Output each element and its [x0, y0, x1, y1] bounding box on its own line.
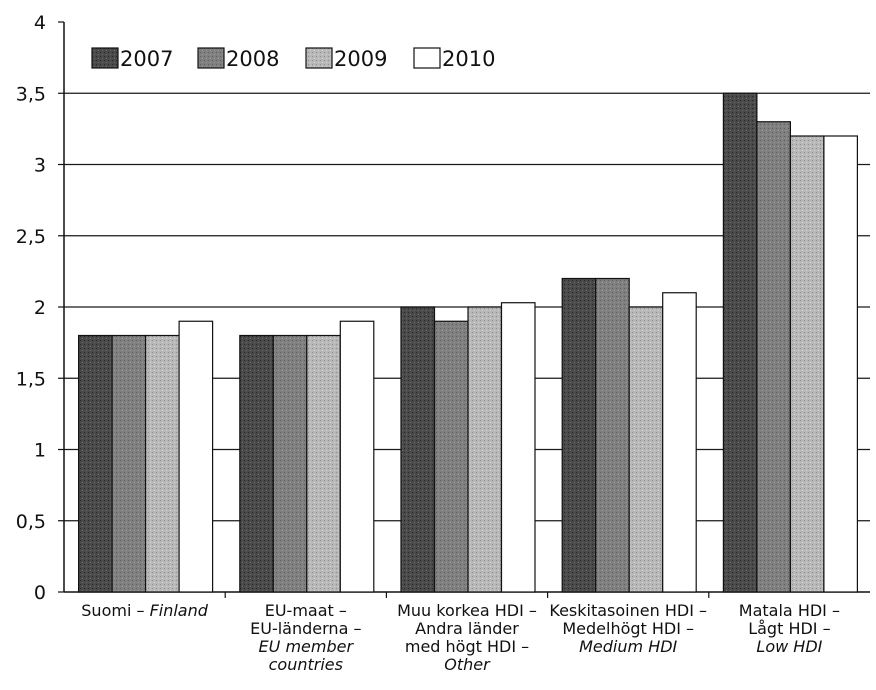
- category-label: EU-maat –: [265, 601, 347, 620]
- y-tick-label: 1: [34, 440, 46, 462]
- category-label: Low HDI: [756, 637, 822, 656]
- category-label: Other: [444, 655, 491, 674]
- category-label: countries: [269, 655, 343, 674]
- y-tick-labels: 0 0,5 1 1,5 2 2,5 3 3,5 4: [16, 12, 46, 604]
- legend-label-2008: 2008: [226, 47, 279, 71]
- legend-label-2009: 2009: [334, 47, 387, 71]
- bar-2008: [595, 277, 630, 593]
- category-label: Matala HDI –: [739, 601, 840, 620]
- category-label: Lågt HDI –: [748, 619, 830, 638]
- bar-2009: [789, 135, 825, 593]
- bar-2007: [400, 306, 436, 593]
- category-label: med högt HDI –: [405, 637, 529, 656]
- bar-2007: [77, 334, 113, 593]
- y-tick-label: 0: [34, 582, 46, 604]
- bar-2009: [145, 334, 180, 593]
- category-label: Andra länder: [415, 619, 519, 638]
- y-tick-label: 1,5: [16, 368, 46, 390]
- legend-swatch-2010: [413, 47, 441, 69]
- bar-2010: [178, 320, 214, 593]
- category-labels: Suomi – Finland EU-maat –EU-länderna –EU …: [81, 601, 840, 674]
- y-tick-label: 0,5: [16, 511, 46, 533]
- legend-swatch-2007: [91, 47, 119, 69]
- y-tick-label: 2: [34, 297, 46, 319]
- bar-2009: [467, 306, 503, 593]
- category-label: Suomi – Finland: [81, 601, 208, 620]
- legend-swatch-2008: [197, 47, 225, 69]
- bar-2007: [722, 92, 758, 593]
- bar-2009: [628, 306, 664, 593]
- bar-2008: [433, 320, 469, 593]
- bars: [77, 92, 859, 593]
- category-label: EU-länderna –: [250, 619, 361, 638]
- bar-2010: [500, 302, 536, 593]
- category-label: Medelhögt HDI –: [562, 619, 694, 638]
- y-tick-label: 3: [34, 155, 46, 177]
- y-tick-label: 3,5: [16, 83, 46, 105]
- legend: 2007 2008 2009 2010: [91, 47, 495, 71]
- bar-2010: [339, 320, 375, 593]
- category-label: Muu korkea HDI –: [397, 601, 537, 620]
- bar-2009: [306, 334, 341, 593]
- y-tick-label: 4: [34, 12, 46, 34]
- bar-2008: [756, 121, 792, 593]
- y-tick-label: 2,5: [16, 226, 46, 248]
- bar-2010: [823, 135, 859, 593]
- legend-label-2010: 2010: [442, 47, 495, 71]
- legend-swatch-2009: [305, 47, 333, 69]
- category-label: Keskitasoinen HDI –: [549, 601, 707, 620]
- bar-2008: [272, 334, 308, 593]
- bar-2007: [561, 277, 597, 593]
- bar-2007: [239, 334, 274, 593]
- legend-label-2007: 2007: [120, 47, 173, 71]
- bar-2008: [111, 334, 147, 593]
- category-label: EU member: [259, 637, 355, 656]
- category-label: Medium HDI: [579, 637, 677, 656]
- bar-2010: [662, 292, 697, 593]
